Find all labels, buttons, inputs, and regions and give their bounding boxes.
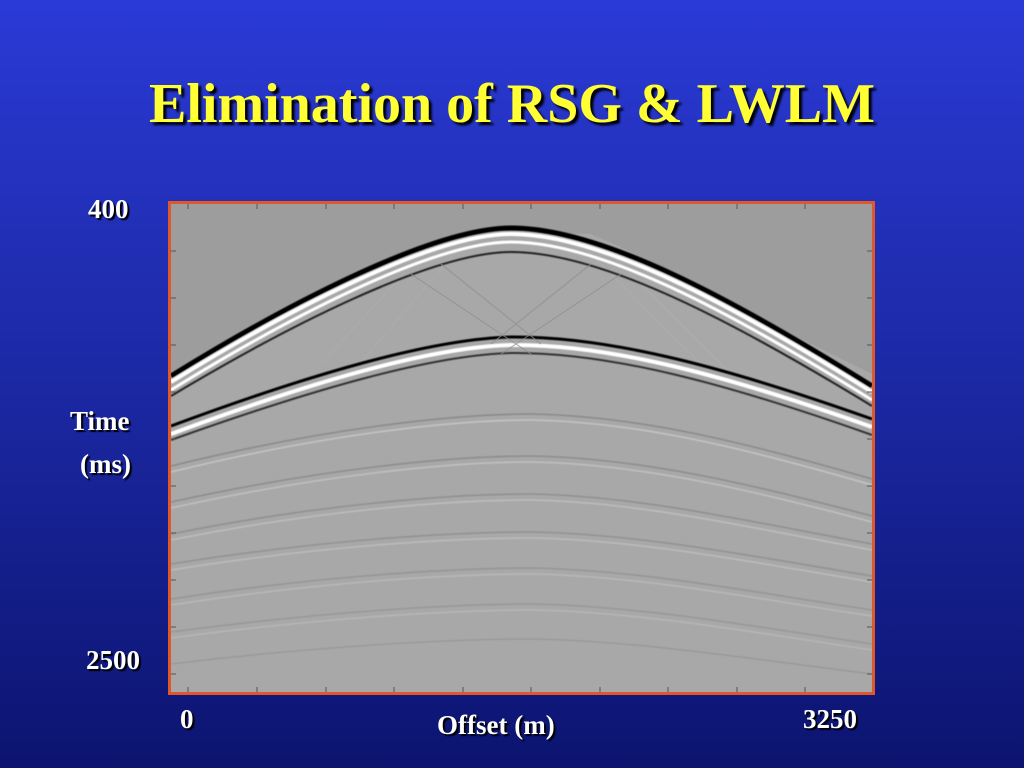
y-axis-bottom-label: 2500 xyxy=(86,645,140,675)
x-axis-left-label: 0 xyxy=(180,704,194,734)
seismic-section-panel xyxy=(168,201,875,695)
seismic-section-image xyxy=(171,204,872,692)
y-axis-title-time: Time xyxy=(70,406,130,436)
y-axis-title-unit: (ms) xyxy=(80,449,131,479)
x-axis-right-label: 3250 xyxy=(803,704,857,734)
y-axis-top-label: 400 xyxy=(88,194,129,224)
x-axis-title: Offset (m) xyxy=(437,710,555,740)
slide-title: Elimination of RSG & LWLM xyxy=(148,73,876,135)
